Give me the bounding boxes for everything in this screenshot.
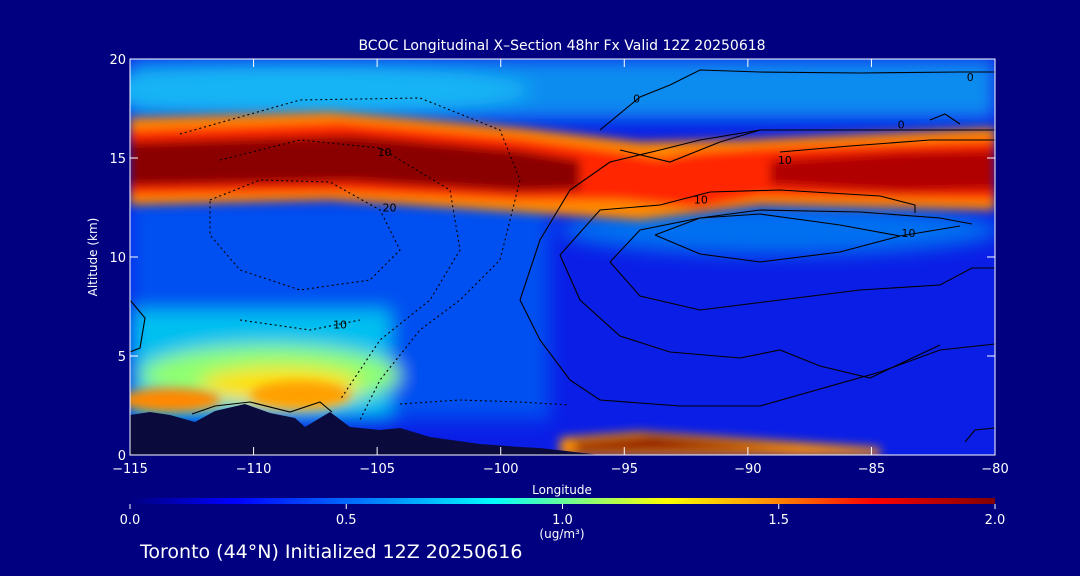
y-tick-label: 5 bbox=[118, 350, 126, 365]
contour-label: 10 bbox=[902, 227, 916, 240]
colorbar-tick-label: 2.0 bbox=[985, 513, 1006, 528]
heatmap-field bbox=[130, 59, 995, 455]
contour-label: 20 bbox=[383, 202, 397, 215]
x-axis: −115 −110 −105 −100 −95 −90 −85 −80 bbox=[112, 59, 1009, 477]
contour-label: 0 bbox=[633, 93, 640, 106]
colorbar bbox=[130, 498, 995, 504]
x-tick-label: −90 bbox=[734, 462, 761, 477]
contour-label: 0 bbox=[898, 118, 905, 131]
y-tick-label: 10 bbox=[109, 251, 126, 266]
x-tick-label: −105 bbox=[359, 462, 395, 477]
contour-label: 10 bbox=[333, 318, 347, 331]
contour-label: 10 bbox=[694, 194, 708, 207]
contour-lines bbox=[130, 69, 995, 443]
chart-title: BCOC Longitudinal X–Section 48hr Fx Vali… bbox=[358, 38, 765, 54]
x-tick-label: −100 bbox=[483, 462, 519, 477]
x-tick-label: −115 bbox=[112, 462, 148, 477]
x-tick-label: −85 bbox=[858, 462, 885, 477]
x-tick-label: −80 bbox=[981, 462, 1008, 477]
x-tick-label: −95 bbox=[611, 462, 638, 477]
colorbar-tick-label: 1.5 bbox=[768, 513, 789, 528]
contour-labels: 0 0 0 10 20 10 10 10 10 bbox=[333, 71, 974, 332]
y-tick-label: 20 bbox=[109, 53, 126, 68]
y-axis: 0 5 10 15 20 bbox=[109, 53, 995, 464]
footer-caption: Toronto (44°N) Initialized 12Z 20250616 bbox=[140, 541, 523, 563]
colorbar-tick-label: 0.5 bbox=[336, 513, 357, 528]
colorbar-ticks: 0.0 0.5 1.0 1.5 2.0 bbox=[120, 504, 1006, 528]
contour-label: 10 bbox=[778, 154, 792, 167]
contour-label: 10 bbox=[378, 146, 392, 159]
contour-label: 0 bbox=[967, 71, 974, 84]
x-tick-label: −110 bbox=[236, 462, 272, 477]
y-axis-label: Altitude (km) bbox=[86, 218, 100, 297]
colorbar-tick-label: 1.0 bbox=[552, 513, 573, 528]
y-tick-label: 15 bbox=[109, 152, 126, 167]
y-tick-label: 0 bbox=[118, 449, 126, 464]
x-axis-label: Longitude bbox=[532, 483, 592, 497]
colorbar-unit-label: (ug/m³) bbox=[539, 527, 584, 541]
colorbar-tick-label: 0.0 bbox=[120, 513, 141, 528]
